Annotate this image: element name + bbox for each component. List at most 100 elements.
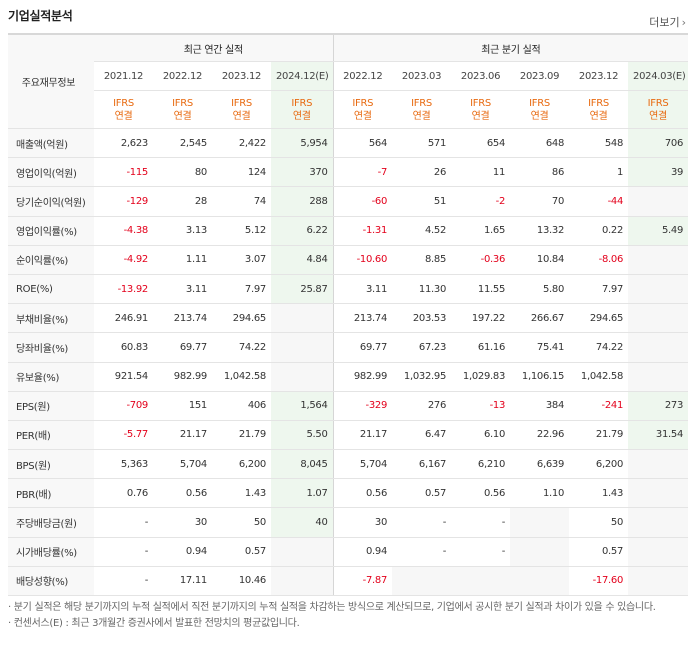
table-cell: 1.43 — [212, 478, 271, 509]
table-cell: -5.77 — [94, 420, 153, 451]
table-cell: 266.67 — [510, 303, 570, 334]
table-cell: 982.99 — [153, 362, 212, 392]
table-cell: 3.07 — [212, 245, 271, 275]
period-header: 2023.12 — [569, 61, 629, 91]
row-label: 영업이익(억원) — [8, 157, 94, 188]
table-cell: 384 — [510, 390, 570, 421]
ifrs-row: IFRS 연결 IFRS 연결 IFRS 연결 IFRS 연결 IFRS 연결 IFRS 연결 IFRS… — [8, 90, 689, 129]
table-cell: 124 — [212, 157, 271, 188]
table-cell: 6,210 — [451, 449, 511, 480]
chevron-right-icon: › — [681, 16, 686, 29]
consolidated-text: 연결 — [114, 110, 133, 122]
quarter-group-header: 최근 분기 실적 — [332, 33, 689, 62]
table-cell: 50 — [569, 507, 629, 538]
table-row: 당좌비율(%) 60.83 69.77 74.22 69.77 67.23 61.16 75.… — [8, 332, 689, 363]
table-cell: 2,422 — [212, 128, 271, 159]
footnote-consensus: · 컨센서스(E) : 최근 3개월간 증권사에서 발표한 전망치의 평균값입니… — [8, 618, 300, 629]
table-cell: 564 — [332, 128, 393, 159]
table-cell: 6,200 — [569, 449, 629, 480]
ifrs-text: IFRS — [352, 97, 374, 109]
table-cell: 1,029.83 — [451, 362, 511, 392]
more-link[interactable]: 더보기 › — [649, 14, 686, 30]
table-cell: 10.84 — [510, 245, 570, 275]
table-cell — [628, 507, 689, 538]
consolidated-text: 연결 — [232, 110, 251, 122]
table-cell — [451, 566, 511, 597]
table-cell: 548 — [569, 128, 629, 159]
table-cell: 3.13 — [153, 215, 212, 246]
table-cell — [628, 478, 689, 509]
table-cell: 197.22 — [451, 303, 511, 334]
table-cell: 654 — [451, 128, 511, 159]
table-cell: 4.84 — [271, 245, 334, 275]
table-row: 유보율(%) 921.54 982.99 1,042.58 982.99 1,032.95… — [8, 362, 689, 392]
row-label: BPS(원) — [8, 449, 94, 480]
table-cell: -7 — [332, 157, 393, 188]
consolidated-text: 연결 — [530, 110, 549, 122]
table-cell: 0.57 — [569, 537, 629, 567]
table-cell: 74 — [212, 186, 271, 217]
row-label: 부채비율(%) — [8, 303, 94, 334]
table-cell — [628, 186, 689, 217]
period-header: 2023.12 — [212, 61, 271, 91]
table-cell: -7.87 — [332, 566, 393, 597]
table-cell — [271, 537, 334, 567]
table-cell: -129 — [94, 186, 153, 217]
table-row: 부채비율(%) 246.91 213.74 294.65 213.74 203.53 197… — [8, 303, 689, 334]
period-header: 2022.12 — [153, 61, 212, 91]
annual-group-header: 최근 연간 실적 — [94, 33, 334, 62]
consolidated-text: 연결 — [353, 110, 372, 122]
table-cell: 5,363 — [94, 449, 153, 480]
table-cell: 0.57 — [392, 478, 452, 509]
table-cell: 6,639 — [510, 449, 570, 480]
table-cell: 70 — [510, 186, 570, 217]
table-row: PBR(배) 0.76 0.56 1.43 1.07 0.56 0.57 0.56 1.10 1.… — [8, 478, 689, 509]
consolidated-text: 연결 — [589, 110, 608, 122]
period-header: 2023.03 — [392, 61, 452, 91]
table-cell: -60 — [332, 186, 393, 217]
table-cell: 5.50 — [271, 420, 334, 451]
row-label: 순이익률(%) — [8, 245, 94, 275]
ifrs-text: IFRS — [588, 97, 609, 109]
table-cell: 67.23 — [392, 332, 452, 363]
table-cell: 294.65 — [569, 303, 629, 334]
table-row: 영업이익(억원) -115 80 124 370 -7 26 11 86 1 39 — [8, 157, 689, 188]
ifrs-label: IFRS 연결 — [271, 90, 334, 129]
table-cell — [271, 362, 334, 392]
table-cell: 0.76 — [94, 478, 153, 509]
table-cell: 69.77 — [332, 332, 393, 363]
table-cell: 25.87 — [271, 274, 334, 305]
ifrs-text: IFRS — [470, 97, 491, 109]
ifrs-label: IFRS 연결 — [332, 90, 393, 129]
table-cell — [271, 332, 334, 363]
row-label: 배당성향(%) — [8, 566, 94, 597]
row-label: 매출액(억원) — [8, 128, 94, 159]
row-label: 시가배당률(%) — [8, 537, 94, 567]
ifrs-text: IFRS — [113, 97, 134, 109]
ifrs-label: IFRS 연결 — [628, 90, 689, 129]
section-title: 기업실적분석 — [8, 9, 73, 23]
table-cell: 11.30 — [392, 274, 452, 305]
row-label: 당기순이익(억원) — [8, 186, 94, 217]
table-cell: - — [392, 507, 452, 538]
table-cell: 1,564 — [271, 390, 334, 421]
table-cell: 1.10 — [510, 478, 570, 509]
table-cell: 1,042.58 — [569, 362, 629, 392]
table-cell: 648 — [510, 128, 570, 159]
table-cell: 1,106.15 — [510, 362, 570, 392]
table-row: 영업이익률(%) -4.38 3.13 5.12 6.22 -1.31 4.52 1.65 13… — [8, 215, 689, 246]
table-cell: 1.65 — [451, 215, 511, 246]
consolidated-text: 연결 — [649, 110, 667, 122]
table-cell: 0.57 — [212, 537, 271, 567]
table-cell: 21.79 — [569, 420, 629, 451]
table-cell: 28 — [153, 186, 212, 217]
table-cell: 1.11 — [153, 245, 212, 275]
period-row: 2021.12 2022.12 2023.12 2024.12(E) 2022.12 20… — [8, 61, 689, 91]
table-cell: 50 — [212, 507, 271, 538]
table-cell — [271, 303, 334, 334]
ifrs-label: IFRS 연결 — [94, 90, 153, 129]
table-cell: 276 — [392, 390, 452, 421]
ifrs-text: IFRS — [647, 97, 669, 109]
table-row: 당기순이익(억원) -129 28 74 288 -60 51 -2 70 -44 — [8, 186, 689, 217]
table-cell: 60.83 — [94, 332, 153, 363]
